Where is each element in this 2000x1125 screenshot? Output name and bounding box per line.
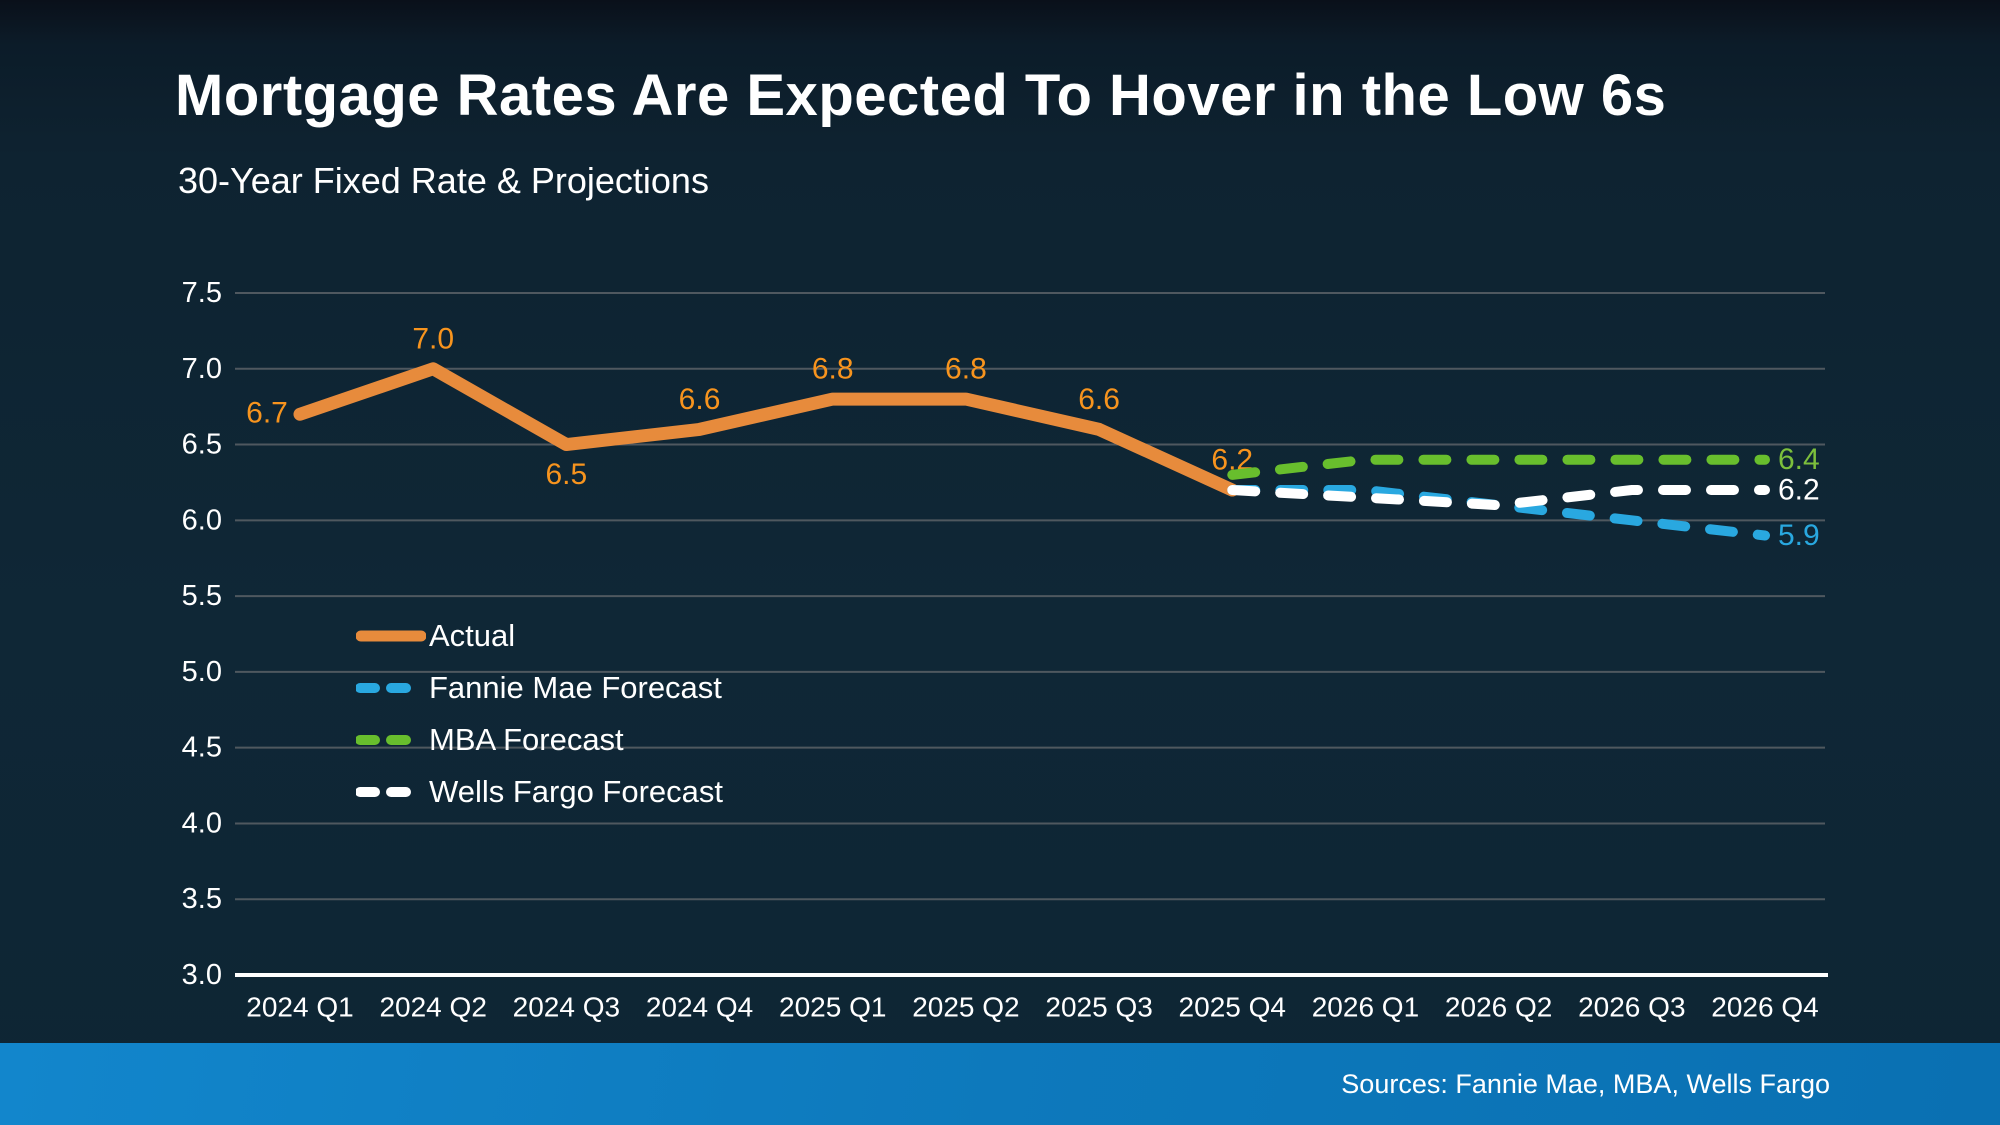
legend-line-actual <box>356 630 426 642</box>
x-tick-label: 2025 Q1 <box>779 992 886 1023</box>
y-tick-label: 7.5 <box>182 277 222 309</box>
series-end-label: 6.4 <box>1778 443 1820 476</box>
x-tick-label: 2024 Q4 <box>646 992 753 1023</box>
legend-label-actual: Actual <box>429 618 516 653</box>
series-line-fannie-mae-forecast <box>1227 485 1770 541</box>
sources-text: Sources: Fannie Mae, MBA, Wells Fargo <box>1341 1068 1830 1099</box>
x-tick-label: 2025 Q2 <box>912 992 1019 1023</box>
data-label: 6.7 <box>246 397 288 430</box>
series-line-mba-forecast <box>1227 454 1770 480</box>
legend-item-wells-fargo-forecast: Wells Fargo Forecast <box>356 766 723 818</box>
sources-bar: Sources: Fannie Mae, MBA, Wells Fargo <box>0 1043 2000 1125</box>
legend-line-wells-fargo <box>356 787 426 797</box>
y-tick-label: 4.5 <box>182 732 222 764</box>
x-tick-label: 2026 Q4 <box>1711 992 1818 1023</box>
data-label: 6.6 <box>1078 383 1120 416</box>
legend-label-wells-fargo: Wells Fargo Forecast <box>429 774 724 809</box>
chart-legend: Actual Fannie Mae Forecast MBA Forecast … <box>356 610 723 818</box>
series-line-wells-fargo-forecast <box>1227 485 1770 511</box>
y-tick-label: 3.0 <box>182 959 222 991</box>
x-tick-label: 2024 Q2 <box>379 992 486 1023</box>
y-tick-label: 7.0 <box>182 353 222 385</box>
legend-item-actual: Actual <box>356 610 723 662</box>
y-tick-label: 3.5 <box>182 883 222 915</box>
x-tick-label: 2024 Q1 <box>246 992 353 1023</box>
legend-line-mba <box>356 735 426 745</box>
y-tick-label: 4.0 <box>182 807 222 839</box>
data-label: 7.0 <box>412 322 454 355</box>
data-label: 6.8 <box>945 353 987 386</box>
legend-label-mba: MBA Forecast <box>429 722 624 757</box>
data-label: 6.8 <box>812 353 854 386</box>
legend-label-fannie-mae: Fannie Mae Forecast <box>429 670 722 705</box>
page-title: Mortgage Rates Are Expected To Hover in … <box>175 63 1667 128</box>
x-tick-label: 2026 Q1 <box>1312 992 1419 1023</box>
x-tick-label: 2026 Q3 <box>1578 992 1685 1023</box>
y-tick-label: 5.0 <box>182 656 222 688</box>
series-end-label: 5.9 <box>1778 519 1820 552</box>
data-label: 6.6 <box>679 383 721 416</box>
series-end-label: 6.2 <box>1778 474 1820 507</box>
x-tick-label: 2025 Q4 <box>1179 992 1286 1023</box>
page-subtitle: 30-Year Fixed Rate & Projections <box>178 160 709 201</box>
x-tick-label: 2026 Q2 <box>1445 992 1552 1023</box>
series-line-actual <box>293 362 1239 497</box>
y-tick-label: 6.0 <box>182 504 222 536</box>
y-tick-label: 5.5 <box>182 580 222 612</box>
data-label: 6.5 <box>546 458 588 491</box>
legend-line-fannie-mae <box>356 683 426 693</box>
y-tick-label: 6.5 <box>182 429 222 461</box>
x-tick-label: 2024 Q3 <box>513 992 620 1023</box>
x-tick-label: 2025 Q3 <box>1045 992 1152 1023</box>
legend-item-fannie-mae-forecast: Fannie Mae Forecast <box>356 662 723 714</box>
legend-item-mba-forecast: MBA Forecast <box>356 714 723 766</box>
